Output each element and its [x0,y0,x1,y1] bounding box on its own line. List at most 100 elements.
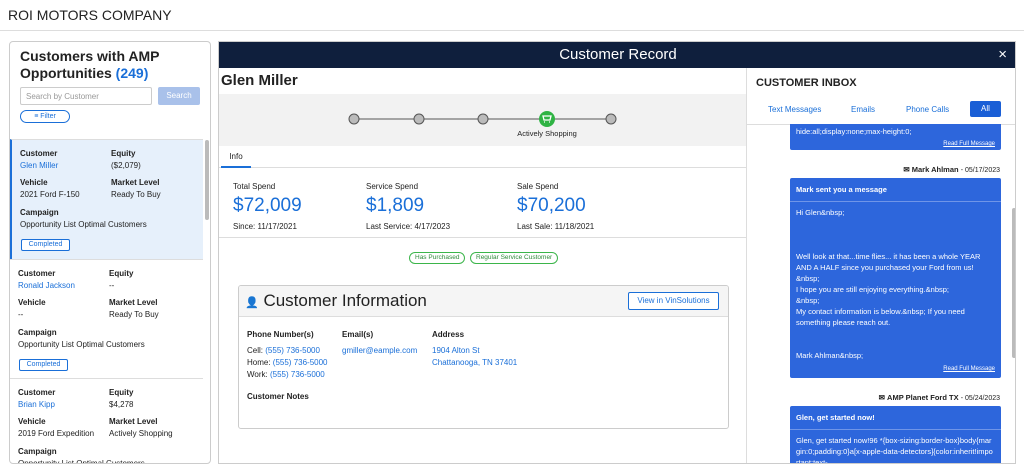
divider [219,237,746,238]
field-value[interactable]: Ronald Jackson [18,281,75,290]
email[interactable]: gmiller@eample.com [342,346,418,355]
address: 1904 Alton St Chattanooga, TN 37401 [432,345,517,369]
customer-name: Glen Miller [221,72,298,89]
message: hide:all;display:none;max-height:0; Read… [790,124,1001,150]
cart-icon [542,115,552,123]
info-tab[interactable]: Info [221,146,251,168]
field-label: Customer [20,149,58,158]
inbox-tab[interactable]: Phone Calls [906,105,950,114]
search-input[interactable]: Search by Customer [20,87,152,105]
tab-bar: Info [219,146,746,168]
read-full-link[interactable]: Read Full Message [943,366,995,372]
message-body: &nbsp; [796,274,820,283]
stat-sub: Last Service: 4/17/2023 [366,222,451,231]
scrollbar[interactable] [205,140,209,220]
stat-value: $1,809 [366,195,425,216]
progress-tracker [348,111,617,127]
field-label: Vehicle [20,178,48,187]
message-subject: Mark sent you a message [796,185,887,194]
progress-band: Actively Shopping [219,94,746,146]
phone-row: Work: (555) 736-5000 [247,369,328,381]
field-value: -- [18,310,24,319]
inbox-tab[interactable]: Emails [851,105,876,114]
message-body: Glen, get started now!96 *{box-sizing:bo… [796,436,993,464]
active-step-label: Actively Shopping [517,129,577,138]
field-value: Ready To Buy [111,190,161,199]
field-value: Ready To Buy [109,310,159,319]
scrollbar[interactable] [1012,208,1015,358]
filter-button[interactable]: ≡ Filter [20,110,70,123]
field-value: 2021 Ford F-150 [20,190,80,199]
message-body: hide:all;display:none;max-height:0; [796,127,912,136]
phone-row: Cell: (555) 736-5000 [247,345,328,357]
phone-number[interactable]: (555) 736-5000 [272,358,328,367]
customer-inbox: CUSTOMER INBOX Text Messages Emails Phon… [746,68,1015,464]
stat: Sale Spend $70,200 Last Sale: 11/18/2021 [517,182,594,231]
field-label: Equity [109,269,134,278]
stat-value: $72,009 [233,195,302,216]
field-label: Campaign [18,328,57,337]
message: Glen, get started now! Glen, get started… [790,406,1001,464]
stat-label: Service Spend [366,182,419,191]
app-header: ROI MOTORS COMPANY [0,0,1024,31]
card-title-text: Customer Information [263,291,427,310]
step [348,113,360,125]
message-date: - 05/17/2023 [960,167,1000,174]
panel-title: Customers with AMP Opportunities (249) [20,48,190,82]
message-body: My contact information is below.&nbsp; I… [796,307,965,327]
close-button[interactable]: × [998,46,1007,63]
field-label: Customer [18,388,56,397]
field-label: Equity [111,149,136,158]
field-value: Opportunity List Optimal Customers [18,459,145,464]
badge: Regular Service Customer [470,252,559,264]
message-body: Hi Glen&nbsp; [796,208,845,217]
divider [790,429,1001,430]
status-button[interactable]: Completed [21,239,70,251]
step [477,113,489,125]
field-value: $4,278 [109,400,134,409]
phone-number[interactable]: (555) 736-5000 [265,346,320,355]
customer-count: (249) [115,65,149,81]
field-value[interactable]: Glen Miller [20,161,59,170]
field-value: ($2,079) [111,161,141,170]
notes-heading: Customer Notes [247,392,309,401]
message-date: - 05/24/2023 [960,395,1000,402]
field-label: Market Level [109,298,158,307]
field-label: Market Level [109,417,158,426]
emails-heading: Email(s) [342,330,374,339]
message-body: I hope you are still enjoying everything… [796,285,950,294]
read-full-link[interactable]: Read Full Message [943,141,995,147]
message: Mark sent you a message Hi Glen&nbsp; We… [790,178,1001,378]
person-icon: 👤 [245,297,259,309]
field-value: Opportunity List Optimal Customers [20,220,147,229]
field-value: -- [109,281,115,290]
phone-number[interactable]: (555) 736-5000 [269,370,325,379]
stat-label: Total Spend [233,182,276,191]
search-button[interactable]: Search [158,87,200,105]
address-line: 1904 Alton St [432,346,480,355]
stat-sub: Last Sale: 11/18/2021 [517,222,595,231]
status-button[interactable]: Completed [19,359,68,371]
stat-label: Sale Spend [517,182,559,191]
field-label: Campaign [20,208,59,217]
message-sender: ✉ AMP Planet Ford TX - 05/24/2023 [878,393,1000,402]
customer-list-panel: Customers with AMP Opportunities (249) S… [9,41,211,464]
card-title: 👤 Customer Information [245,291,427,311]
field-value[interactable]: Brian Kipp [18,400,55,409]
step [605,113,617,125]
customer-card[interactable]: Customer Glen Miller Equity ($2,079) Vehicle… [10,139,203,259]
phone-row: Home: (555) 736-5000 [247,357,328,369]
inbox-tab-active[interactable]: All [970,101,1001,117]
vinsolutions-button[interactable]: View in VinSolutions [628,292,719,310]
inbox-tab[interactable]: Text Messages [768,105,822,114]
customer-card[interactable]: Customer Ronald Jackson Equity -- Vehicle -- M… [10,259,203,379]
field-label: Equity [109,388,134,397]
message-sender: ✉ Mark Ahlman - 05/17/2023 [903,165,1000,174]
message-body: &nbsp; [796,296,820,305]
phone-label: Home: [247,358,271,367]
message-subject: Glen, get started now! [796,413,875,422]
customer-card[interactable]: Customer Brian Kipp Equity $4,278 Vehicle 201… [10,378,203,464]
customer-record-modal: Customer Record × Glen Miller Actively S… [218,41,1016,464]
stat-value: $70,200 [517,195,586,216]
